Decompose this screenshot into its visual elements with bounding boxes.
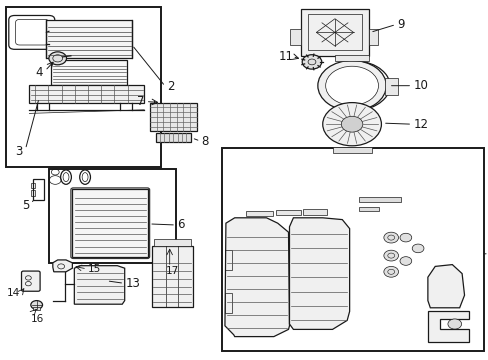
Circle shape [447, 319, 461, 329]
Circle shape [383, 232, 398, 243]
Bar [224, 293, 232, 313]
Bar [303, 209, 326, 215]
Bar [359, 207, 378, 211]
Polygon shape [427, 311, 468, 342]
Bar [224, 250, 232, 270]
Circle shape [399, 233, 411, 242]
Text: 4: 4 [36, 66, 43, 78]
Text: 9: 9 [396, 18, 404, 31]
Text: 11: 11 [278, 50, 293, 63]
Bar [33, 307, 40, 310]
Bar [72, 189, 148, 257]
Circle shape [31, 301, 42, 309]
Text: 13: 13 [125, 277, 140, 290]
Bar [31, 183, 35, 188]
Circle shape [383, 266, 398, 277]
Text: 14: 14 [7, 288, 20, 298]
FancyBboxPatch shape [21, 271, 40, 291]
Polygon shape [427, 265, 464, 308]
Circle shape [325, 66, 378, 105]
Circle shape [411, 244, 423, 253]
Bar [332, 147, 371, 153]
Bar [46, 20, 132, 58]
Text: 7: 7 [137, 95, 144, 108]
Bar [300, 9, 368, 56]
Circle shape [317, 60, 386, 111]
Bar [334, 55, 368, 61]
Bar [51, 60, 127, 85]
Polygon shape [224, 218, 289, 337]
Bar [289, 29, 300, 45]
Bar [33, 179, 44, 200]
Bar [245, 211, 272, 216]
Bar [307, 14, 361, 50]
Bar [359, 197, 400, 202]
Text: 3: 3 [15, 145, 22, 158]
Polygon shape [74, 266, 124, 304]
Text: 2: 2 [167, 80, 174, 93]
Bar [49, 169, 176, 263]
Bar [385, 78, 397, 95]
Text: 1: 1 [486, 247, 488, 260]
Text: 5: 5 [22, 199, 29, 212]
Circle shape [322, 103, 381, 146]
Bar [31, 190, 35, 196]
Text: 12: 12 [412, 118, 427, 131]
Bar [368, 29, 377, 45]
Bar [154, 239, 190, 246]
Text: 10: 10 [412, 79, 427, 92]
Circle shape [49, 52, 66, 65]
Circle shape [302, 55, 321, 69]
Circle shape [341, 116, 362, 132]
Bar [6, 7, 161, 167]
Text: 6: 6 [177, 219, 184, 231]
Bar [155, 133, 190, 142]
Bar [276, 210, 300, 215]
Bar [29, 85, 144, 103]
Text: 15: 15 [88, 264, 101, 274]
Text: 16: 16 [30, 314, 43, 324]
Bar [151, 246, 193, 307]
Bar [150, 103, 196, 131]
Polygon shape [53, 260, 72, 272]
Polygon shape [289, 218, 349, 329]
Text: 17: 17 [166, 266, 179, 276]
Text: 8: 8 [201, 135, 208, 148]
Circle shape [383, 250, 398, 261]
Circle shape [399, 257, 411, 265]
Bar [222, 148, 483, 351]
